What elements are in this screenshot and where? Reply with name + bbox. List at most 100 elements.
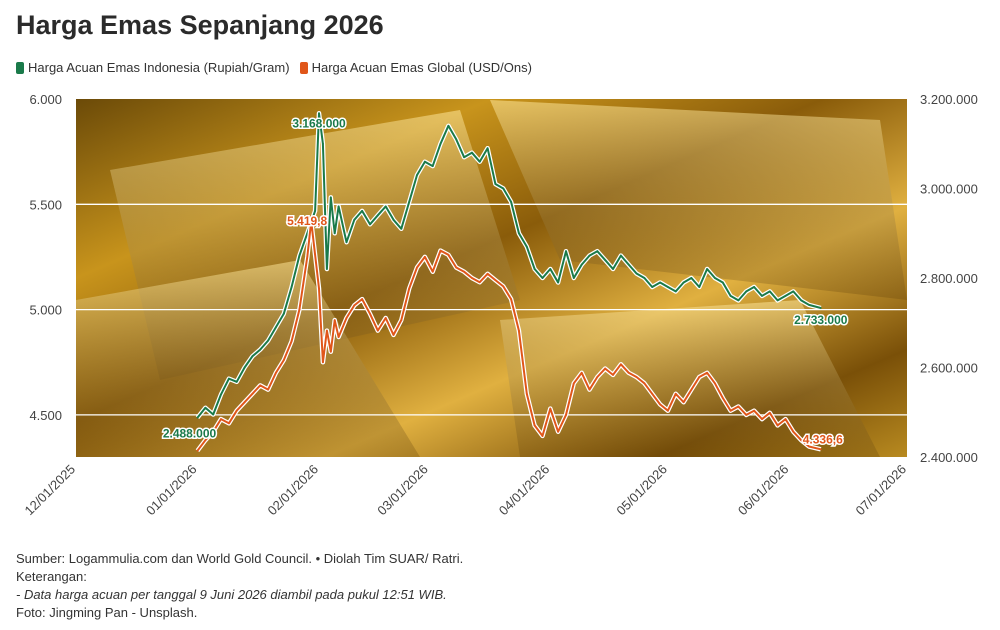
data-point	[369, 312, 371, 315]
data-point	[416, 174, 418, 176]
data-point	[227, 377, 230, 380]
data-point	[737, 299, 740, 302]
data-point	[310, 220, 313, 223]
data-point	[768, 411, 771, 414]
data-label: 2.733.000	[794, 313, 848, 327]
data-point	[510, 298, 512, 300]
data-point	[572, 382, 575, 385]
data-point	[761, 418, 763, 420]
data-point	[651, 286, 654, 288]
legend-label-global: Harga Acuan Emas Global (USD/Ons)	[311, 60, 532, 75]
data-point	[275, 371, 277, 374]
data-point	[204, 406, 207, 409]
data-point	[549, 268, 552, 270]
data-point	[792, 430, 795, 433]
data-point	[486, 272, 489, 275]
data-point	[235, 409, 238, 412]
data-point	[423, 256, 426, 258]
data-point	[329, 350, 332, 353]
data-point	[745, 413, 748, 416]
data-point	[384, 317, 387, 319]
data-point	[471, 277, 473, 279]
data-point	[627, 263, 630, 266]
data-point	[329, 196, 332, 199]
data-point	[322, 361, 324, 364]
data-point	[325, 329, 328, 332]
data-point	[463, 156, 465, 159]
data-point	[776, 424, 779, 427]
data-point	[808, 445, 810, 448]
data-point	[298, 308, 301, 311]
data-point	[267, 388, 269, 391]
data-point	[333, 319, 336, 322]
data-point	[745, 290, 748, 293]
data-point	[204, 439, 207, 442]
legend-swatch-indonesia	[16, 61, 24, 74]
data-point	[565, 250, 567, 253]
x-tick-label: 06/01/2026	[735, 462, 792, 519]
data-point	[345, 241, 348, 244]
data-point	[416, 266, 418, 269]
data-point	[588, 388, 591, 391]
data-point	[619, 254, 622, 257]
legend-item-global[interactable]: Harga Acuan Emas Global (USD/Ons)	[299, 60, 532, 75]
data-point	[819, 307, 822, 309]
data-point	[227, 422, 230, 425]
data-point	[243, 401, 246, 404]
data-point	[525, 245, 528, 248]
data-label: 5.419,8	[287, 214, 327, 228]
data-point	[282, 312, 285, 315]
data-point	[784, 295, 787, 297]
data-point	[776, 299, 779, 302]
data-point	[376, 214, 379, 217]
data-point	[325, 268, 328, 270]
data-point	[557, 430, 560, 433]
data-point	[494, 183, 497, 185]
data-point	[674, 290, 677, 293]
data-point	[408, 287, 411, 290]
data-point	[290, 286, 293, 288]
data-point	[282, 359, 285, 362]
data-point	[659, 403, 661, 406]
data-point	[619, 363, 622, 366]
data-point	[196, 416, 199, 419]
data-point	[761, 295, 763, 297]
data-point	[651, 392, 654, 395]
data-label: 4.336,6	[803, 432, 843, 446]
data-point	[212, 413, 215, 416]
x-tick-label: 02/01/2026	[265, 462, 322, 519]
data-point	[494, 279, 497, 282]
data-point	[353, 304, 356, 307]
legend-item-indonesia[interactable]: Harga Acuan Emas Indonesia (Rupiah/Gram)	[16, 60, 290, 75]
data-point	[714, 277, 716, 279]
data-point	[612, 268, 614, 270]
data-point	[318, 287, 320, 290]
data-point	[643, 277, 646, 279]
data-point	[298, 254, 301, 257]
data-point	[690, 388, 693, 391]
data-point	[259, 384, 262, 387]
data-point	[706, 371, 708, 374]
data-point	[463, 270, 465, 273]
footer-keterangan: Keterangan:	[16, 569, 87, 584]
data-point	[721, 281, 724, 284]
y-left-tick-label: 6.000	[29, 92, 62, 107]
data-point	[376, 329, 379, 332]
data-point	[306, 256, 309, 258]
data-point	[384, 205, 387, 208]
data-label: 3.168.000	[292, 116, 346, 130]
data-point	[471, 151, 473, 154]
data-point	[580, 263, 583, 266]
data-point	[400, 227, 403, 230]
data-point	[737, 405, 740, 408]
data-point	[486, 147, 489, 150]
data-point	[549, 407, 552, 410]
data-point	[525, 392, 528, 395]
data-point	[541, 277, 544, 279]
data-point	[259, 348, 262, 351]
data-point	[753, 409, 756, 412]
data-point	[431, 270, 434, 273]
x-tick-label: 12/01/2025	[21, 462, 78, 519]
data-point	[635, 376, 638, 378]
data-point	[361, 298, 364, 300]
